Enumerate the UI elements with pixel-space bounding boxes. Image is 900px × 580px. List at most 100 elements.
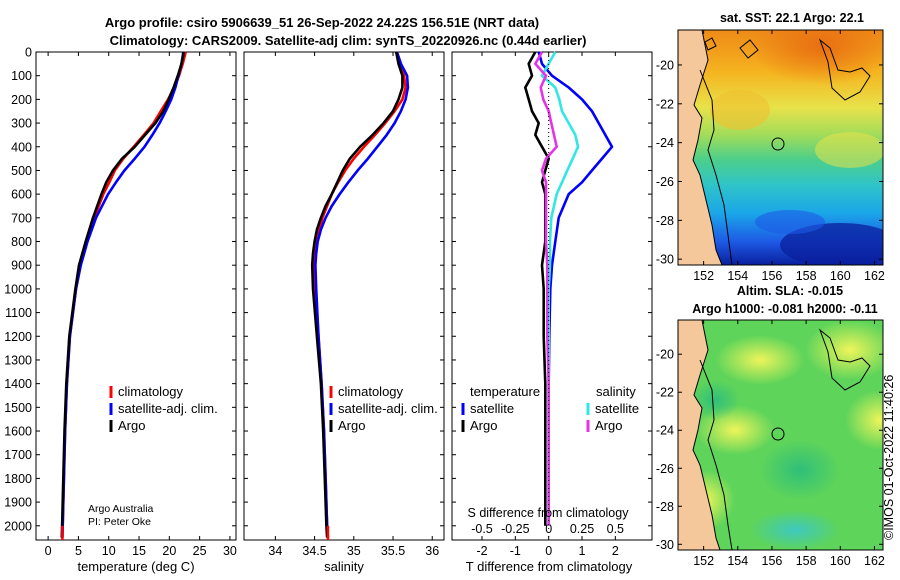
xtick-label: 36 xyxy=(425,544,439,558)
map-xtick-label: 158 xyxy=(796,554,817,568)
xtick-label: 0 xyxy=(45,544,52,558)
sla-map-field xyxy=(678,320,883,550)
sst-map-ticks: 152 154 156 158 160 162 -20 -22 -24 -26 -28 -30 xyxy=(656,30,885,283)
map-xtick-label: 152 xyxy=(693,269,714,283)
temperature-ticks: 0100200300400500600700800900100011001200… xyxy=(4,46,237,559)
legend-label-argo: Argo xyxy=(118,418,145,433)
map-xtick-label: 162 xyxy=(864,269,885,283)
map-xtick-label: 160 xyxy=(830,269,851,283)
map-ytick-label: -30 xyxy=(656,253,674,267)
ytick-label: 0 xyxy=(25,46,32,60)
sla-map-title-line2: Argo h1000: -0.081 h2000: -0.11 xyxy=(692,302,878,316)
difference-legend-temperature: temperature satellite Argo xyxy=(461,384,540,433)
legend-label-s-argo: Argo xyxy=(595,418,622,433)
ytick-label: 1000 xyxy=(4,282,32,296)
credit-line2: PI: Peter Oke xyxy=(88,516,151,528)
sst-map-frame xyxy=(677,29,884,266)
legend-label-satellite: satellite-adj. clim. xyxy=(338,401,438,416)
map-xtick-label: 154 xyxy=(727,554,748,568)
difference-legend-salinity: salinity satellite Argo xyxy=(586,384,639,433)
map-ytick-label: -20 xyxy=(656,58,674,72)
legend-label-climatology: climatology xyxy=(118,384,184,399)
xtick-label: -1 xyxy=(510,544,521,558)
map-ytick-label: -24 xyxy=(656,424,674,438)
map-xtick-label: 162 xyxy=(864,554,885,568)
series-line-salinity-argo xyxy=(533,51,559,526)
reef-outline xyxy=(818,38,871,101)
legend-title-temperature: temperature xyxy=(470,384,540,399)
salinity-diff-tick-label: 0.5 xyxy=(607,522,624,536)
legend-label-s-satellite: satellite xyxy=(595,401,639,416)
legend-label-argo: Argo xyxy=(338,418,365,433)
map-ytick-label: -26 xyxy=(656,462,674,476)
figure-title-line1: Argo profile: csiro 5906639_51 26-Sep-20… xyxy=(105,15,539,30)
temperature-legend: climatology satellite-adj. clim. Argo xyxy=(109,384,218,433)
ytick-label: 1100 xyxy=(5,306,32,320)
salinity-diff-tick-label: 0.25 xyxy=(570,522,594,536)
ytick-label: 100 xyxy=(11,69,32,83)
ytick-label: 300 xyxy=(11,117,32,131)
timestamp: ©IMOS 01-Oct-2022 11:40:26 xyxy=(882,375,896,540)
series-line-satellite-adj-clim- xyxy=(314,51,410,538)
sst-map-title: sat. SST: 22.1 Argo: 22.1 xyxy=(720,11,864,25)
map-xtick-label: 156 xyxy=(762,554,783,568)
ytick-label: 1700 xyxy=(4,448,32,462)
xtick-label: 25 xyxy=(193,544,207,558)
ytick-label: 1800 xyxy=(4,472,32,486)
map-xtick-label: 160 xyxy=(830,554,851,568)
isobath-sst xyxy=(699,69,733,265)
xtick-label: -2 xyxy=(476,544,487,558)
series-line-climatology xyxy=(61,51,187,538)
xtick-label: 34.5 xyxy=(302,544,326,558)
ytick-label: 200 xyxy=(11,93,32,107)
ytick-label: 1600 xyxy=(4,425,32,439)
sla-map-frame xyxy=(677,319,884,551)
xtick-label: 35.5 xyxy=(381,544,405,558)
ytick-label: 1400 xyxy=(4,377,32,391)
ytick-label: 400 xyxy=(11,140,32,154)
map-ytick-label: -22 xyxy=(656,97,674,111)
ytick-label: 800 xyxy=(11,235,32,249)
salinity-lines xyxy=(310,51,410,540)
isobath-sla xyxy=(699,359,733,550)
argo-location-marker xyxy=(771,427,785,441)
ytick-label: 700 xyxy=(11,211,32,225)
series-line-temperature-argo xyxy=(523,51,551,526)
map-xtick-label: 158 xyxy=(796,269,817,283)
xtick-label: 15 xyxy=(132,544,146,558)
ytick-label: 600 xyxy=(11,188,32,202)
map-ytick-label: -30 xyxy=(656,538,674,552)
temperature-xlabel: temperature (deg C) xyxy=(77,559,194,574)
legend-label-climatology: climatology xyxy=(338,384,404,399)
map-ytick-label: -28 xyxy=(656,214,674,228)
salinity-xlabel: salinity xyxy=(324,559,364,574)
figure-title-line2: Climatology: CARS2009. Satellite-adj cli… xyxy=(110,33,587,48)
xtick-label: 30 xyxy=(223,544,237,558)
map-xtick-label: 152 xyxy=(693,554,714,568)
map-xtick-label: 154 xyxy=(727,269,748,283)
xtick-label: 2 xyxy=(612,544,619,558)
legend-label-satellite: satellite-adj. clim. xyxy=(118,401,218,416)
ytick-label: 2000 xyxy=(4,519,32,533)
credit-line1: Argo Australia xyxy=(88,503,154,515)
difference-xlabel: T difference from climatology xyxy=(466,559,633,574)
difference-lines xyxy=(523,51,614,526)
map-ytick-label: -24 xyxy=(656,136,674,150)
xtick-label: 10 xyxy=(102,544,116,558)
xtick-label: 34 xyxy=(268,544,282,558)
ytick-label: 1500 xyxy=(4,401,32,415)
sla-map-ticks: 152 154 156 158 160 162 -20 -22 -24 -26 -28 -30 xyxy=(656,320,885,568)
ytick-label: 1900 xyxy=(4,496,32,510)
map-ytick-label: -22 xyxy=(656,386,674,400)
salinity-diff-tick-label: -0.5 xyxy=(471,522,493,536)
ytick-label: 1200 xyxy=(4,330,32,344)
sla-map-title-line1: Altim. SLA: -0.015 xyxy=(737,284,843,298)
xtick-label: 20 xyxy=(162,544,176,558)
difference-top-xlabel: S difference from climatology xyxy=(468,506,630,520)
coastline-sst xyxy=(678,30,723,265)
temperature-lines xyxy=(60,51,187,540)
ytick-label: 1300 xyxy=(4,353,32,367)
map-ytick-label: -28 xyxy=(656,500,674,514)
